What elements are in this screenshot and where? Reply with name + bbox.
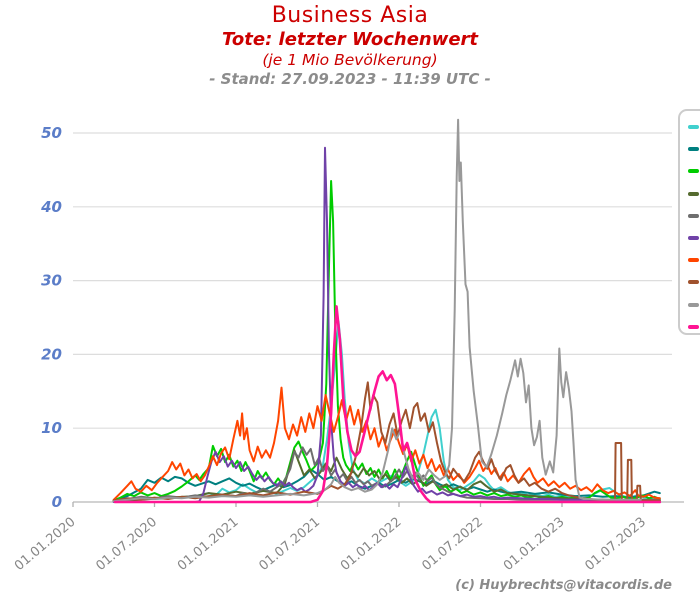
legend-dash-icon xyxy=(688,125,699,130)
x-tick-label: 01.07.2020 xyxy=(93,515,160,574)
legend-dash-icon xyxy=(688,169,699,174)
legend-dash-icon xyxy=(688,236,699,241)
legend-item xyxy=(680,160,700,182)
x-tick-label: 01.01.2022 xyxy=(338,515,405,574)
legend-item xyxy=(680,138,700,160)
page-title: Business Asia xyxy=(271,3,429,28)
series-line-gray xyxy=(112,118,642,503)
legend-item xyxy=(680,249,700,271)
legend-box xyxy=(678,109,700,335)
series-line-turquoise xyxy=(112,320,661,502)
legend-dash-icon xyxy=(688,147,699,152)
y-tick-label: 20 xyxy=(41,345,62,363)
y-tick-label: 30 xyxy=(41,272,62,290)
legend-item xyxy=(680,205,700,227)
legend-dash-icon xyxy=(688,191,699,196)
series-line-orange-red xyxy=(112,386,661,501)
y-tick-label: 10 xyxy=(41,419,62,437)
x-tick-label: 01.07.2021 xyxy=(256,515,323,574)
legend-dash-icon xyxy=(688,280,699,285)
x-tick-label: 01.01.2023 xyxy=(501,515,568,574)
series-line-purple xyxy=(112,146,661,503)
x-tick-label: 01.07.2023 xyxy=(582,515,649,574)
legend-item xyxy=(680,116,700,138)
legend-dash-icon xyxy=(688,324,699,329)
x-tick-label: 01.01.2020 xyxy=(12,515,79,574)
series-line-sienna xyxy=(112,381,661,502)
y-tick-label: 50 xyxy=(41,124,62,142)
legend-item xyxy=(680,183,700,205)
legend-dash-icon xyxy=(688,213,699,218)
legend-item xyxy=(680,316,700,338)
series-line-magenta xyxy=(113,305,662,504)
attribution: (c) Huybrechts@vitacordis.de xyxy=(455,578,672,593)
legend-dash-icon xyxy=(688,258,699,263)
y-tick-label: 40 xyxy=(40,198,62,216)
y-tick-label: 0 xyxy=(52,493,62,511)
legend-item xyxy=(680,271,700,293)
legend-item xyxy=(680,227,700,249)
legend-item xyxy=(680,294,700,316)
x-tick-label: 01.01.2021 xyxy=(175,515,242,574)
x-tick-label: 01.07.2022 xyxy=(419,515,486,574)
chart-stand-line: - Stand: 27.09.2023 - 11:39 UTC - xyxy=(209,70,491,88)
chart-subtitle-population: (je 1 Mio Bevölkerung) xyxy=(262,51,438,69)
chart-subtitle: Tote: letzter Wochenwert xyxy=(221,29,479,50)
legend-dash-icon xyxy=(688,302,699,307)
